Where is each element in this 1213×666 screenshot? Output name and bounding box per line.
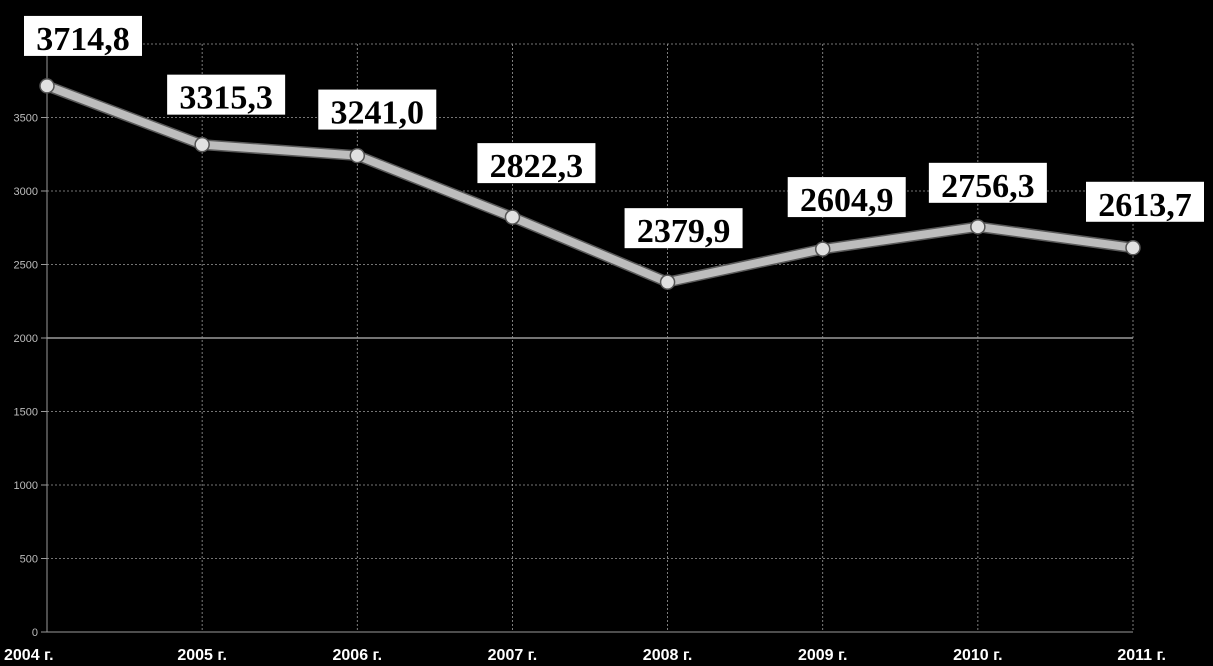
y-tick-label: 500: [20, 554, 38, 566]
y-tick-label: 1500: [14, 407, 38, 419]
x-tick-label: 2006 г.: [333, 647, 383, 664]
series-line: [43, 81, 1137, 287]
x-tick-label: 2005 г.: [177, 647, 227, 664]
y-tick-label: 3000: [14, 186, 38, 198]
y-tick-label: 3500: [14, 113, 38, 125]
x-tick-label: 2008 г.: [643, 647, 693, 664]
x-tick-label: 2004 г.: [4, 647, 54, 664]
data-label: 2604,9: [800, 182, 894, 219]
data-label: 3315,3: [179, 80, 273, 117]
y-tick-label: 0: [32, 627, 38, 639]
data-label-box: [1086, 181, 1204, 222]
data-label-box: [318, 89, 437, 130]
data-label-box: [624, 208, 743, 249]
data-label: 2379,9: [637, 213, 731, 250]
data-label-box: [787, 177, 906, 218]
y-tick-label: 1000: [14, 480, 38, 492]
data-label-box: [167, 74, 286, 115]
data-point: [504, 209, 521, 225]
y-tick-label: 2000: [14, 333, 38, 345]
data-label: 2822,3: [490, 148, 584, 185]
data-label: 3714,8: [36, 21, 130, 58]
x-tick-label: 2011 г.: [1117, 647, 1166, 664]
data-point: [970, 219, 986, 235]
x-tick-label: 2007 г.: [488, 647, 538, 664]
x-tick-label: 2009 г.: [798, 647, 848, 664]
data-point: [349, 147, 366, 164]
data-label-box: [477, 143, 596, 184]
data-label: 2613,7: [1098, 187, 1192, 224]
data-label: 3241,0: [331, 95, 425, 132]
data-label-box: [928, 162, 1047, 203]
y-tick-label: 2500: [14, 260, 38, 272]
data-point: [39, 78, 55, 94]
data-label-box: [24, 15, 142, 56]
data-point: [194, 136, 210, 153]
data-label: 2756,3: [941, 168, 1035, 205]
data-point: [814, 241, 831, 257]
x-tick-label: 2010 г.: [953, 647, 1003, 664]
data-point: [1125, 240, 1141, 256]
data-point: [659, 274, 676, 290]
